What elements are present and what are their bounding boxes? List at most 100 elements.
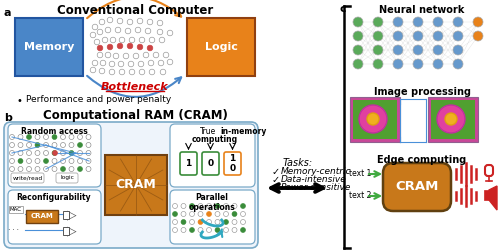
Circle shape bbox=[181, 211, 186, 216]
FancyBboxPatch shape bbox=[4, 122, 258, 248]
Circle shape bbox=[215, 228, 220, 233]
Circle shape bbox=[373, 17, 383, 27]
Circle shape bbox=[52, 167, 57, 172]
Circle shape bbox=[52, 135, 57, 140]
Circle shape bbox=[240, 219, 246, 225]
Circle shape bbox=[44, 135, 49, 140]
Circle shape bbox=[163, 52, 169, 58]
Circle shape bbox=[26, 142, 32, 147]
Text: ✓: ✓ bbox=[272, 175, 280, 185]
Circle shape bbox=[119, 37, 125, 43]
Text: Memory: Memory bbox=[24, 42, 74, 52]
Circle shape bbox=[117, 18, 123, 24]
Circle shape bbox=[181, 204, 186, 208]
Circle shape bbox=[393, 31, 403, 41]
Circle shape bbox=[159, 37, 165, 43]
Circle shape bbox=[26, 159, 32, 164]
Text: Power-sensitive: Power-sensitive bbox=[281, 183, 351, 192]
Circle shape bbox=[145, 28, 151, 34]
Circle shape bbox=[453, 59, 463, 69]
Circle shape bbox=[232, 204, 237, 208]
Circle shape bbox=[60, 142, 66, 147]
Circle shape bbox=[117, 43, 123, 49]
Circle shape bbox=[18, 159, 23, 164]
Circle shape bbox=[60, 150, 66, 155]
Circle shape bbox=[148, 60, 154, 66]
Text: logic: logic bbox=[60, 175, 74, 180]
Circle shape bbox=[18, 167, 23, 172]
Circle shape bbox=[69, 159, 74, 164]
Text: ✓: ✓ bbox=[272, 183, 280, 193]
Circle shape bbox=[224, 219, 228, 225]
Circle shape bbox=[129, 69, 135, 75]
Circle shape bbox=[393, 17, 403, 27]
Circle shape bbox=[60, 159, 66, 164]
Circle shape bbox=[172, 211, 178, 216]
FancyBboxPatch shape bbox=[8, 124, 101, 187]
Polygon shape bbox=[489, 186, 497, 210]
Circle shape bbox=[373, 31, 383, 41]
Circle shape bbox=[433, 31, 443, 41]
Text: c: c bbox=[339, 4, 345, 14]
Circle shape bbox=[94, 39, 100, 45]
Circle shape bbox=[86, 142, 91, 147]
Circle shape bbox=[353, 31, 363, 41]
Circle shape bbox=[135, 27, 141, 33]
Bar bbox=[63, 227, 69, 235]
Circle shape bbox=[44, 167, 49, 172]
Circle shape bbox=[172, 228, 178, 233]
Text: Bottleneck: Bottleneck bbox=[101, 82, 169, 92]
Circle shape bbox=[433, 59, 443, 69]
FancyBboxPatch shape bbox=[224, 152, 241, 175]
Circle shape bbox=[110, 37, 116, 43]
Circle shape bbox=[240, 204, 246, 208]
Circle shape bbox=[115, 27, 121, 33]
Circle shape bbox=[127, 19, 133, 25]
FancyBboxPatch shape bbox=[170, 124, 255, 187]
Circle shape bbox=[157, 20, 163, 26]
Text: ▷: ▷ bbox=[67, 208, 77, 222]
Circle shape bbox=[107, 17, 113, 23]
Circle shape bbox=[160, 69, 166, 75]
Circle shape bbox=[86, 150, 91, 155]
Circle shape bbox=[99, 68, 105, 74]
Circle shape bbox=[215, 211, 220, 216]
Circle shape bbox=[44, 150, 49, 155]
Circle shape bbox=[198, 211, 203, 216]
Circle shape bbox=[147, 45, 153, 51]
Circle shape bbox=[125, 28, 131, 34]
Circle shape bbox=[52, 142, 57, 147]
Circle shape bbox=[18, 142, 23, 147]
Bar bbox=[26, 210, 58, 223]
Text: b: b bbox=[4, 113, 12, 123]
Circle shape bbox=[86, 167, 91, 172]
Text: CRAM: CRAM bbox=[116, 178, 156, 192]
Circle shape bbox=[413, 45, 423, 55]
Text: computing: computing bbox=[192, 135, 238, 144]
Circle shape bbox=[232, 211, 237, 216]
Circle shape bbox=[158, 60, 164, 66]
Text: text 1: text 1 bbox=[349, 170, 372, 178]
Circle shape bbox=[26, 150, 32, 155]
Circle shape bbox=[44, 142, 49, 147]
Circle shape bbox=[181, 228, 186, 233]
Circle shape bbox=[69, 142, 74, 147]
Circle shape bbox=[78, 142, 82, 147]
Circle shape bbox=[437, 105, 465, 133]
Circle shape bbox=[10, 135, 14, 140]
Circle shape bbox=[139, 69, 145, 75]
Text: Parallel
operations: Parallel operations bbox=[188, 193, 236, 212]
Circle shape bbox=[127, 43, 133, 49]
Circle shape bbox=[181, 219, 186, 225]
Text: write/read: write/read bbox=[12, 175, 42, 180]
Circle shape bbox=[453, 31, 463, 41]
Circle shape bbox=[35, 142, 40, 147]
Text: 0: 0 bbox=[208, 159, 214, 168]
Circle shape bbox=[105, 52, 111, 58]
Circle shape bbox=[453, 45, 463, 55]
Circle shape bbox=[99, 19, 105, 25]
Text: Random access: Random access bbox=[20, 127, 87, 136]
Text: Logic: Logic bbox=[204, 42, 238, 52]
Text: CRAM: CRAM bbox=[396, 180, 438, 194]
FancyBboxPatch shape bbox=[11, 173, 44, 183]
